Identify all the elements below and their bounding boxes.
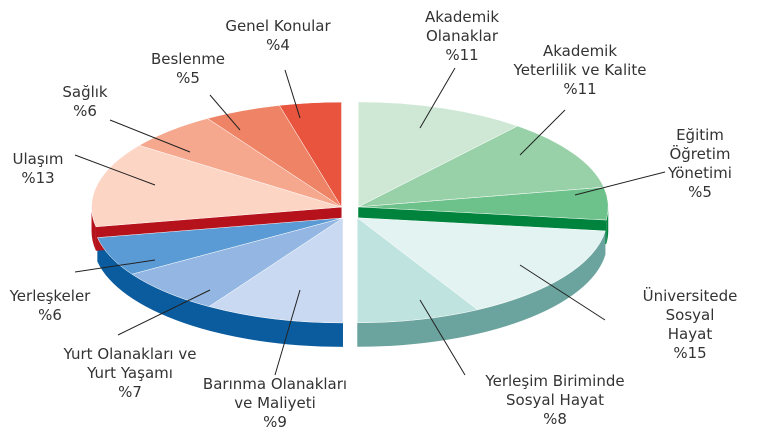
category-name: Beslenme [150, 50, 226, 68]
leader-line [209, 94, 241, 131]
slice [358, 101, 519, 208]
category-name: Ulaşım [12, 150, 64, 168]
side-wall [97, 237, 343, 347]
slice-label: Barınma Olanakları ve Maliyeti %9 [203, 375, 347, 432]
value-label: %13 [21, 169, 55, 187]
leader-line [519, 109, 566, 156]
slice-label: Genel Konular %4 [225, 17, 330, 55]
category-name: Sağlık [62, 83, 108, 101]
category-name: Akademik Yeterlilik ve Kalite [513, 42, 647, 79]
slice-label: Üniversitede Sosyal Hayat %15 [643, 287, 738, 363]
category-name: Barınma Olanakları ve Maliyeti [202, 375, 348, 412]
leader-line [74, 154, 156, 186]
slice [356, 217, 606, 311]
category-name: Genel Konular [225, 17, 331, 35]
value-label: %7 [118, 383, 142, 401]
slice [91, 145, 342, 228]
slice-label: Yurt Olanakları ve Yurt Yaşamı %7 [64, 345, 197, 402]
leader-line [117, 289, 211, 336]
value-label: %8 [543, 410, 567, 428]
slice-label: Sağlık %6 [62, 83, 107, 121]
value-label: %11 [445, 46, 479, 64]
value-label: %6 [73, 102, 97, 120]
leader-line [574, 171, 666, 196]
side-wall [357, 230, 606, 347]
value-label: %9 [263, 413, 287, 431]
leader-line [519, 264, 606, 321]
slice-label: Yerleşkeler %6 [10, 287, 91, 325]
slice [97, 217, 344, 275]
category-name: Üniversitede Sosyal Hayat [642, 287, 738, 343]
value-label: %4 [266, 36, 290, 54]
leader-line [284, 69, 301, 119]
slice-label: Eğitim Öğretim Yönetimi %5 [661, 126, 740, 202]
category-name: Yerleşkeler [9, 287, 91, 305]
value-label: %15 [673, 344, 707, 362]
leader-line [109, 119, 191, 153]
tops [91, 101, 609, 324]
slice [278, 101, 342, 208]
leader-line [419, 299, 466, 376]
slice-label: Beslenme %5 [151, 50, 225, 88]
slice [357, 217, 479, 324]
category-name: Eğitim Öğretim Yönetimi [668, 126, 732, 182]
leader-line [74, 259, 156, 273]
slice-label: Akademik Yeterlilik ve Kalite %11 [514, 42, 647, 99]
value-label: %5 [176, 69, 200, 87]
category-name: Yerleşim Biriminde Sosyal Hayat [485, 372, 625, 409]
category-name: Yurt Olanakları ve Yurt Yaşamı [63, 345, 197, 382]
leader-line [419, 67, 456, 129]
slice-label: Ulaşım %13 [13, 150, 64, 188]
slice [131, 217, 344, 307]
slice [358, 125, 605, 208]
side-wall [606, 206, 609, 245]
value-label: %5 [688, 183, 712, 201]
slice-label: Akademik Olanaklar %11 [425, 8, 499, 65]
slice [208, 217, 344, 324]
leader-line [274, 289, 301, 376]
slice-label: Yerleşim Biriminde Sosyal Hayat %8 [485, 372, 624, 429]
value-label: %11 [563, 80, 597, 98]
category-name: Akademik Olanaklar [424, 8, 500, 45]
value-label: %6 [38, 306, 62, 324]
